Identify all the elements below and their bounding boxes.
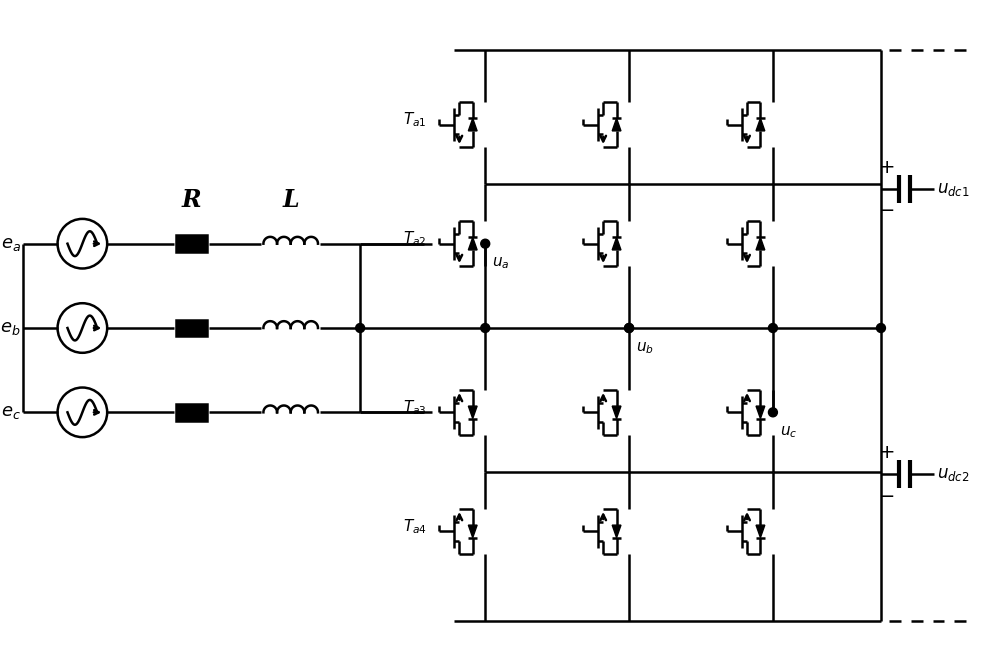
Text: L: L (282, 188, 299, 212)
Text: R: R (182, 188, 201, 212)
Text: $e_a$: $e_a$ (1, 235, 21, 253)
Text: $e_b$: $e_b$ (0, 319, 21, 337)
Polygon shape (612, 406, 621, 418)
Text: +: + (879, 443, 895, 462)
Text: $T_{a3}$: $T_{a3}$ (403, 398, 427, 417)
Text: $u_{dc1}$: $u_{dc1}$ (937, 181, 969, 197)
Polygon shape (468, 118, 477, 131)
Text: $u_c$: $u_c$ (780, 424, 797, 440)
Bar (176, 320, 207, 336)
Circle shape (356, 324, 365, 332)
Circle shape (481, 240, 490, 248)
Text: +: + (879, 158, 895, 177)
Circle shape (625, 324, 634, 332)
Text: $u_b$: $u_b$ (636, 340, 654, 355)
Text: −: − (879, 487, 895, 505)
Circle shape (876, 324, 885, 332)
Bar (176, 404, 207, 420)
Polygon shape (756, 406, 765, 418)
Text: $T_{a4}$: $T_{a4}$ (403, 517, 427, 536)
Text: −: − (879, 201, 895, 220)
Polygon shape (612, 118, 621, 131)
Text: $e_c$: $e_c$ (1, 403, 21, 421)
Text: $u_{dc2}$: $u_{dc2}$ (937, 466, 969, 483)
Polygon shape (612, 525, 621, 538)
Circle shape (768, 408, 777, 417)
Polygon shape (612, 238, 621, 250)
Circle shape (625, 324, 634, 332)
Polygon shape (468, 238, 477, 250)
Text: $T_{a2}$: $T_{a2}$ (403, 230, 427, 248)
Circle shape (768, 324, 777, 332)
Polygon shape (468, 525, 477, 538)
Polygon shape (756, 118, 765, 131)
Text: $T_{a1}$: $T_{a1}$ (403, 111, 427, 129)
Circle shape (481, 324, 490, 332)
Polygon shape (468, 406, 477, 418)
Bar (176, 236, 207, 252)
Polygon shape (756, 238, 765, 250)
Text: $u_a$: $u_a$ (492, 255, 510, 271)
Polygon shape (756, 525, 765, 538)
